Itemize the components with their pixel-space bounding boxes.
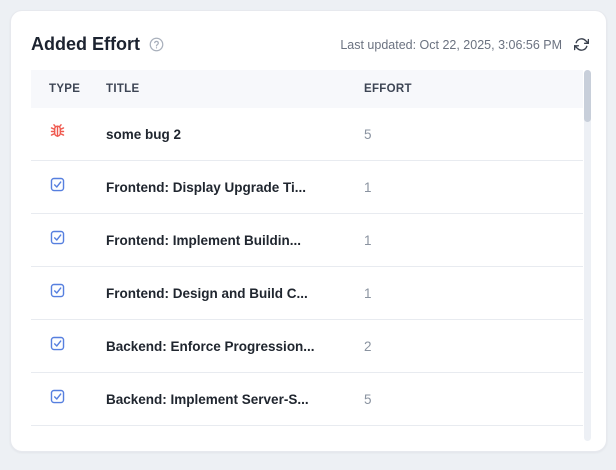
row-type-cell: [49, 229, 106, 251]
row-title: some bug 2: [106, 126, 182, 142]
last-updated-text: Last updated: Oct 22, 2025, 3:06:56 PM: [340, 37, 562, 52]
row-type-cell: [49, 176, 106, 198]
table-row[interactable]: Frontend: Implement Buildin... 1: [31, 214, 583, 267]
table-row[interactable]: Backend: Implement Server-S... 5: [31, 373, 583, 426]
row-effort: 5: [364, 126, 372, 142]
table-header-row: TYPE TITLE EFFORT: [31, 70, 583, 108]
row-title: Frontend: Implement Buildin...: [106, 232, 301, 248]
checkbox-checked-icon: [49, 335, 66, 352]
scrollbar-thumb[interactable]: [584, 70, 591, 122]
row-effort: 1: [364, 285, 372, 301]
help-circle-icon[interactable]: [149, 37, 164, 52]
row-type-cell: [49, 388, 106, 410]
row-type-cell: [49, 123, 106, 145]
table-row[interactable]: Frontend: Display Upgrade Ti... 1: [31, 161, 583, 214]
row-title: Frontend: Design and Build C...: [106, 285, 308, 301]
table-body: some bug 2 5: [31, 108, 591, 426]
row-effort: 1: [364, 232, 372, 248]
checkbox-checked-icon: [49, 388, 66, 405]
page-title: Added Effort: [31, 34, 140, 54]
checkbox-checked-icon: [49, 229, 66, 246]
refresh-icon[interactable]: [572, 36, 590, 54]
table-row[interactable]: Frontend: Design and Build C... 1: [31, 267, 583, 320]
row-title: Frontend: Display Upgrade Ti...: [106, 179, 307, 195]
row-effort: 5: [364, 391, 372, 407]
added-effort-card: Added Effort Last updated: Oct 22, 2025,…: [10, 10, 607, 452]
row-type-cell: [49, 335, 106, 357]
checkbox-checked-icon: [49, 176, 66, 193]
effort-table: TYPE TITLE EFFORT: [31, 70, 591, 441]
checkbox-checked-icon: [49, 282, 66, 299]
row-title: Backend: Implement Server-S...: [106, 391, 309, 407]
row-effort: 1: [364, 179, 372, 195]
row-title: Backend: Enforce Progression...: [106, 338, 315, 354]
column-header-type: TYPE: [49, 83, 81, 95]
bug-icon: [49, 123, 66, 140]
scrollbar-track[interactable]: [584, 70, 591, 441]
row-type-cell: [49, 282, 106, 304]
row-effort: 2: [364, 338, 372, 354]
table-row[interactable]: some bug 2 5: [31, 108, 583, 161]
table-row[interactable]: Backend: Enforce Progression... 2: [31, 320, 583, 373]
column-header-effort: EFFORT: [364, 83, 412, 95]
card-header: Added Effort Last updated: Oct 22, 2025,…: [11, 11, 606, 70]
column-header-title: TITLE: [106, 83, 140, 95]
